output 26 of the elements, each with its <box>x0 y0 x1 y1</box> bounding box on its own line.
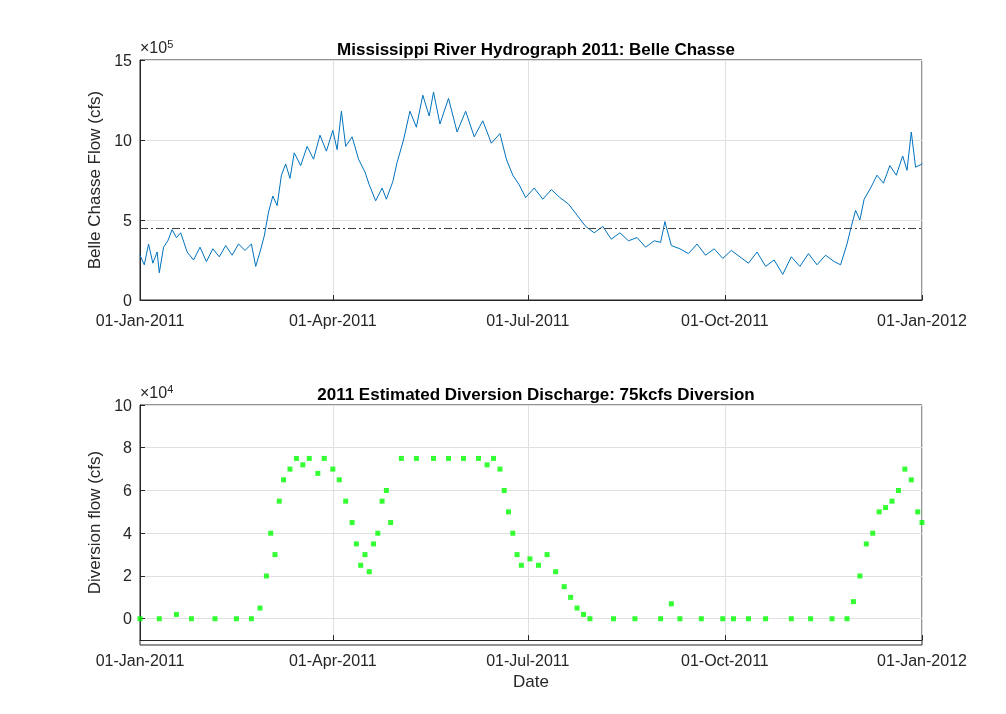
y-tick-label: 15 <box>114 51 133 69</box>
x-tick-label: 01-Jul-2011 <box>486 311 570 329</box>
x-tick-label: 01-Jan-2011 <box>95 311 185 329</box>
y-tick-label: 10 <box>114 396 133 414</box>
chart-title: Mississippi River Hydrograph 2011: Belle Chasse <box>337 40 735 59</box>
y-axis-title: Diversion flow (cfs) <box>85 450 105 595</box>
y-tick-label: 10 <box>114 131 133 149</box>
chart-title: 2011 Estimated Diversion Discharge: 75kcfs Diversion <box>317 385 755 404</box>
y-tick-label: 6 <box>123 481 133 499</box>
line-series <box>139 91 923 275</box>
y-tick-label: 5 <box>123 211 133 229</box>
x-tick-label: 01-Jan-2012 <box>877 651 968 669</box>
x-tick-label: 01-Apr-2011 <box>288 311 377 329</box>
y-tick-label: 0 <box>123 610 133 628</box>
y-tick-label: 8 <box>123 439 133 457</box>
y-axis-title: Belle Chasse Flow (cfs) <box>85 90 105 270</box>
x-tick-label: 01-Jan-2012 <box>877 311 968 329</box>
y-tick-label: 4 <box>123 524 133 542</box>
x-tick-label: 01-Apr-2011 <box>288 651 377 669</box>
x-axis-title: Date <box>513 672 549 691</box>
x-tick-label: 01-Oct-2011 <box>681 651 769 669</box>
y-tick-label: 2 <box>123 567 133 585</box>
x-tick-label: 01-Oct-2011 <box>681 311 769 329</box>
x-tick-label: 01-Jan-2011 <box>95 651 185 669</box>
y-tick-label: 0 <box>123 291 133 309</box>
x-tick-label: 01-Jul-2011 <box>486 651 570 669</box>
